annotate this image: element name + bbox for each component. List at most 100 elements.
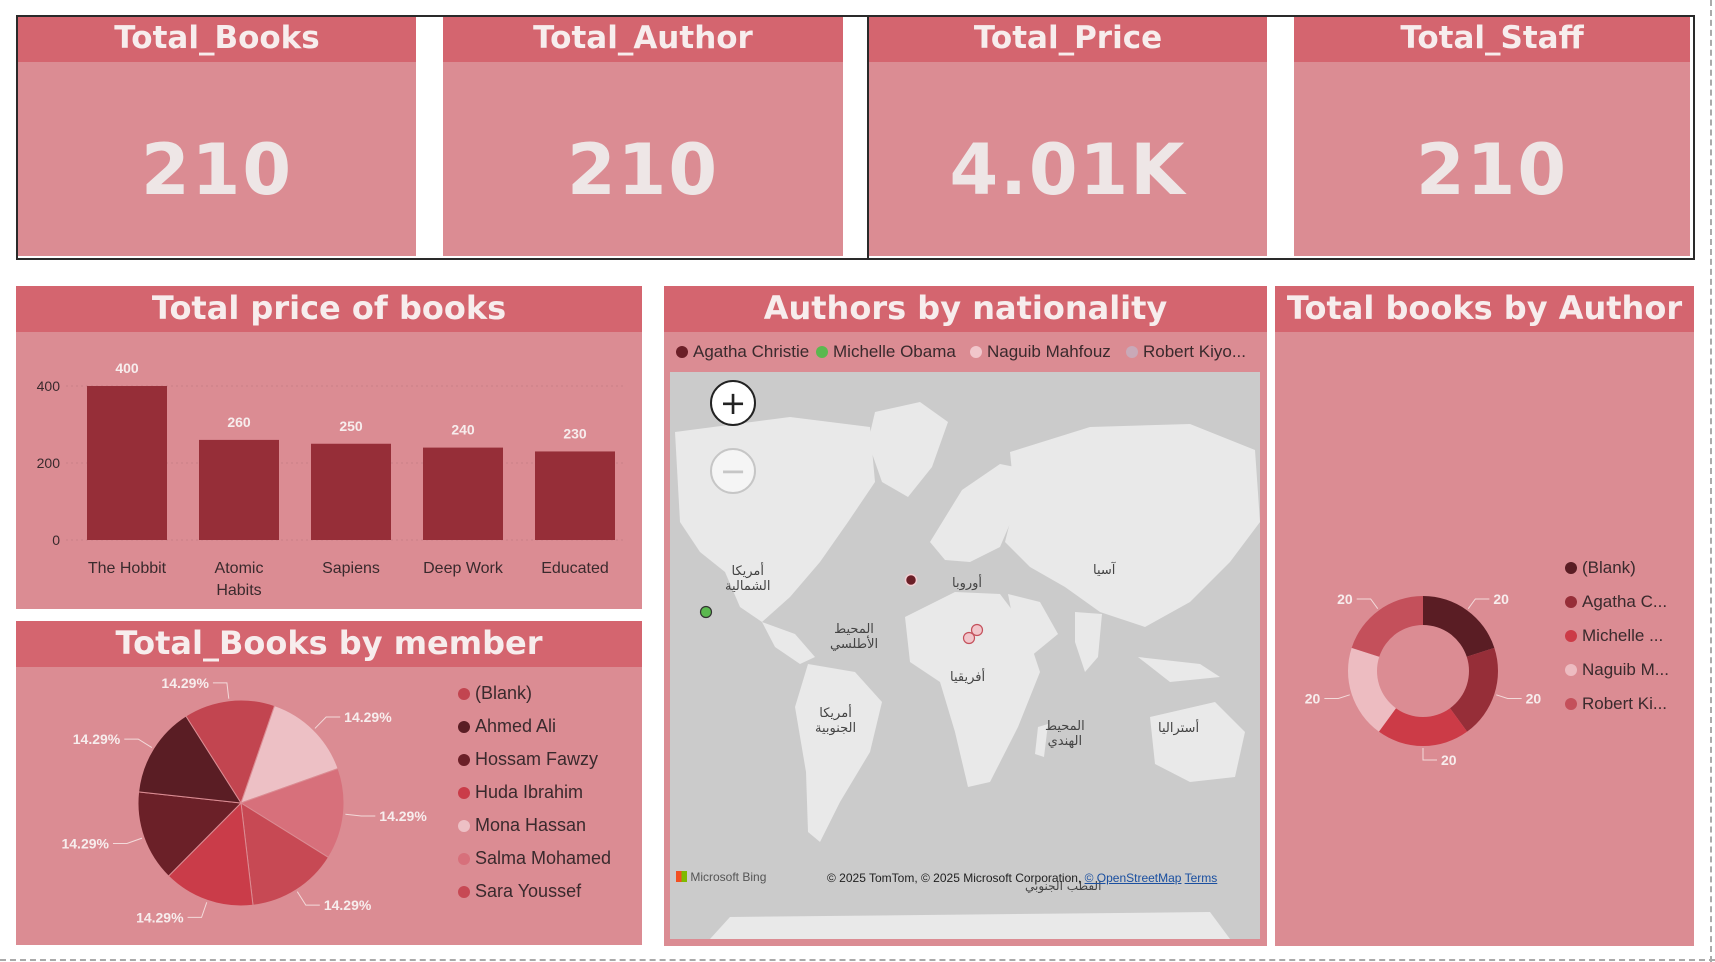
plus-icon: + [719,384,747,422]
nationality-map-panel[interactable]: Authors by nationality Agatha Christie Mi… [664,286,1267,946]
pie-leader-line [212,682,230,699]
pie-data-label: 14.29% [73,731,121,747]
legend-dot [1126,346,1138,358]
kpi-title: Total_Staff [1294,17,1690,62]
pie-data-label: 14.29% [61,835,109,851]
y-tick-label: 200 [37,455,61,471]
bar-value-label: 230 [563,425,587,441]
page-border-right [1710,0,1712,962]
member-chart-panel[interactable]: Total_Books by member 14.29% 14.29% 14.29%… [16,621,642,945]
map-legend-item[interactable]: Naguib Mahfouz [970,342,1111,362]
legend-item[interactable]: Agatha C... [1565,592,1667,612]
legend-dot [458,819,470,832]
donut-data-label: 20 [1305,691,1321,707]
donut-slice[interactable] [1450,647,1498,732]
legend-label: Robert Kiyo... [1143,342,1246,361]
map-legend-item[interactable]: Robert Kiyo... [1126,342,1246,362]
kpi-value: 210 [140,129,294,211]
legend-item[interactable]: (Blank) [458,683,532,704]
price-bar-chart: 0 200 400 400 The Hobbit 260 Atomic Habits 250 Sa… [37,360,626,599]
terms-link[interactable]: Terms [1184,871,1218,885]
donut-slice[interactable] [1423,596,1495,657]
legend-item[interactable]: Mona Hassan [458,815,586,836]
map-label-indian-ocean: المحيط الهندي [1045,719,1085,749]
bar[interactable] [199,439,279,540]
marker-agatha-christie [904,573,918,587]
price-chart-panel[interactable]: Total price of books 0 200 400 400 The Hobbi… [16,286,642,609]
x-tick-label: The Hobbit [88,560,167,577]
map-label-south-america: أمريكا الجنوبية [815,706,857,736]
zoom-out-button[interactable]: − [710,448,756,494]
bar[interactable] [87,386,167,540]
map-legend-item[interactable]: Agatha Christie [676,342,809,362]
pie-slice[interactable] [137,791,243,877]
legend-item[interactable]: Hossam Fawzy [458,749,598,770]
kpi-title: Total_Books [18,17,416,62]
author-chart-panel[interactable]: Total books by Author 20 20 20 20 20 (Blank)… [1275,286,1694,946]
legend-dot [1565,562,1577,574]
x-tick-label: Sapiens [322,560,380,577]
donut-slice[interactable] [1348,647,1396,732]
world-map[interactable]: + − أمريكا الشمالية أوروبا آسيا المحيط ا… [670,372,1260,939]
pie-slice[interactable] [239,767,345,859]
donut-data-label: 20 [1493,591,1509,607]
legend-item[interactable]: Ahmed Ali [458,716,556,737]
bar-value-label: 260 [227,414,251,430]
donut-leader-line [1496,694,1522,700]
bar[interactable] [423,447,503,540]
legend-label: Naguib M... [1582,660,1669,679]
x-tick-label: Habits [216,582,261,599]
member-chart-title: Total_Books by member [16,621,642,667]
zoom-in-button[interactable]: + [710,380,756,426]
price-chart-title: Total price of books [16,286,642,332]
kpi-card-price[interactable]: Total_Price 4.01K [869,17,1267,256]
pie-slice[interactable] [240,802,330,906]
kpi-card-author[interactable]: Total_Author 210 [443,17,843,256]
donut-slice[interactable] [1378,708,1468,746]
kpi-card-staff[interactable]: Total_Staff 210 [1294,17,1690,256]
bar-value-label: 400 [115,360,139,376]
legend-item[interactable]: (Blank) [1565,558,1636,578]
legend-item[interactable]: Huda Ibrahim [458,782,583,803]
pie-slice[interactable] [167,801,254,907]
bar[interactable] [535,451,615,540]
pie-slice[interactable] [185,699,276,805]
kpi-title: Total_Author [443,17,843,62]
author-donut-chart: 20 20 20 20 20 [1305,591,1542,768]
legend-item[interactable]: Michelle ... [1565,626,1663,646]
map-label-south-pole: القطب الجنوبي [1025,879,1102,893]
legend-label: Naguib Mahfouz [987,342,1111,361]
legend-label: Ahmed Ali [475,716,557,736]
legend-dot [458,687,470,700]
legend-dot [1565,698,1577,710]
minus-icon: − [719,452,747,490]
osm-link[interactable]: © OpenStreetMap [1084,871,1182,885]
bar[interactable] [311,443,391,540]
x-tick-label: Atomic [215,560,264,577]
pie-slice[interactable] [138,715,242,804]
pie-leader-line [187,902,208,918]
pie-data-label: 14.29% [324,897,372,913]
windows-logo-icon [676,871,687,882]
map-label-asia: آسيا [1093,563,1116,578]
legend-label: Salma Mohamed [475,848,612,868]
map-legend-item[interactable]: Michelle Obama [816,342,956,362]
y-tick-label: 0 [52,532,60,548]
marker-naguib-mahfouz-2 [962,631,976,645]
pie-data-label: 14.29% [379,808,427,824]
donut-slice[interactable] [1351,596,1423,657]
legend-item[interactable]: Naguib M... [1565,660,1669,680]
legend-dot [970,346,982,358]
page-border-bottom [0,959,1715,961]
pie-slice[interactable] [240,704,339,804]
legend-dot [458,753,470,766]
marker-michelle-obama [699,605,713,619]
donut-data-label: 20 [1337,591,1353,607]
legend-item[interactable]: Salma Mohamed [458,848,611,869]
map-label-atlantic: المحيط الأطلسي [830,622,879,652]
legend-item[interactable]: Robert Ki... [1565,694,1667,714]
legend-label: Michelle Obama [833,342,956,361]
legend-label: Agatha Christie [693,342,810,361]
kpi-card-books[interactable]: Total_Books 210 [18,17,416,256]
legend-item[interactable]: Sara Youssef [458,881,581,902]
